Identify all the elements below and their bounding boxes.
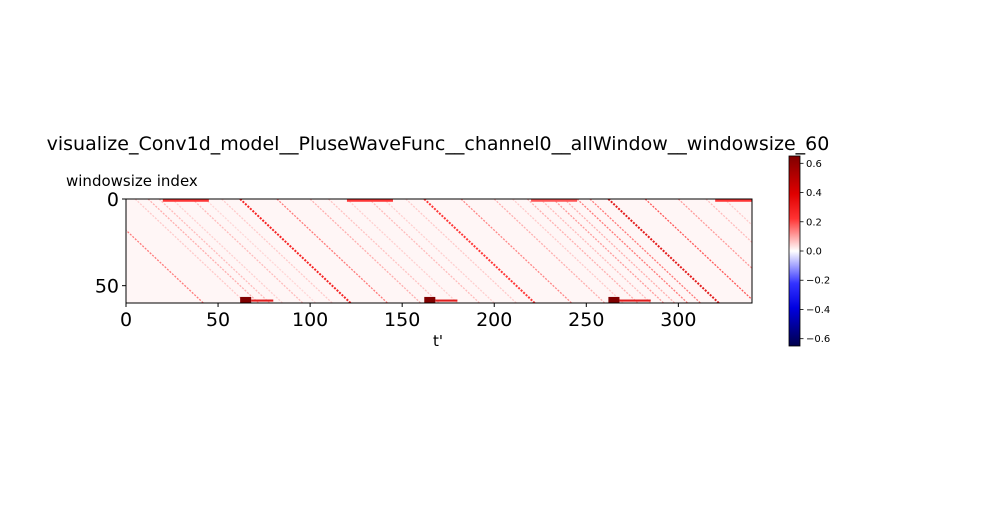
diagonal-band [346,199,458,303]
diagonal-band [239,199,352,303]
x-axis-ticks: 0 50 100 150 200 250 300 [120,303,696,331]
x-axis-label: t' [433,332,443,350]
colorbar-tick-label: −0.2 [806,276,830,287]
diagonal-band [460,199,573,303]
colorbar-ticks: 0.6 0.4 0.2 0.0 −0.2 −0.4 −0.6 [800,159,830,345]
diagonal-band [276,199,388,303]
chart-title: visualize_Conv1d_model__PluseWaveFunc__c… [47,133,830,155]
bottom-hotspot [240,296,252,303]
colorbar-tick-label: −0.4 [806,305,830,316]
y-axis-label: windowsize index [66,172,198,190]
x-tick-label: 100 [292,309,328,331]
diagonal-band [677,199,752,270]
diagonal-band [723,199,752,226]
diagonal-band [493,199,606,303]
diagonal-band [423,199,536,303]
diagonal-band [126,229,204,303]
colorbar-tick-label: 0.6 [806,159,822,170]
x-tick-label: 50 [206,309,230,331]
diagonal-band [512,199,624,303]
diagonal-band [405,199,517,303]
y-tick-label: 50 [95,276,119,298]
diagonal-band [383,199,495,303]
colorbar [788,155,801,347]
heatmap-cells [126,199,752,303]
bottom-hotspot-tail [435,299,458,302]
diagonal-band [705,199,752,244]
diagonal-band [644,199,752,301]
diagonal-band [539,199,652,303]
colorbar-tick-label: −0.6 [806,334,830,345]
x-tick-label: 0 [120,309,132,331]
x-tick-label: 250 [568,309,604,331]
diagonal-band [368,199,480,303]
x-tick-label: 200 [476,309,512,331]
diagonal-band [309,199,422,303]
diagonal-band [526,199,639,303]
bottom-hotspot-tail [619,299,651,302]
diagonal-band [158,199,271,303]
top-row-segment [531,199,578,202]
diagonal-band [204,199,317,303]
x-tick-label: 300 [660,309,696,331]
diagonal-band [191,199,304,303]
colorbar-tick-label: 0.0 [806,247,822,258]
bottom-hotspot-tail [251,299,274,302]
y-axis-ticks: 0 50 [95,189,126,298]
diagonal-band [147,199,260,303]
colorbar-tick-label: 0.4 [806,188,822,199]
diagonal-band [589,199,701,303]
plot-frame [125,198,753,304]
colorbar-tick-label: 0.2 [806,217,822,228]
y-tick-label: 0 [107,189,119,211]
top-row-segment [715,199,752,202]
diagonal-band [552,199,665,303]
diagonal-band [328,199,440,303]
diagonal-band [576,199,689,303]
diagonal-band [607,199,720,303]
diagonal-band [171,199,283,303]
bottom-hotspot [608,296,620,303]
top-row-segment [162,199,209,202]
x-tick-label: 150 [384,309,420,331]
diagonal-band [563,199,676,303]
diagonal-band [221,199,333,303]
diagonal-band [134,199,247,303]
bottom-hotspot [424,296,436,303]
top-row-segment [346,199,393,202]
